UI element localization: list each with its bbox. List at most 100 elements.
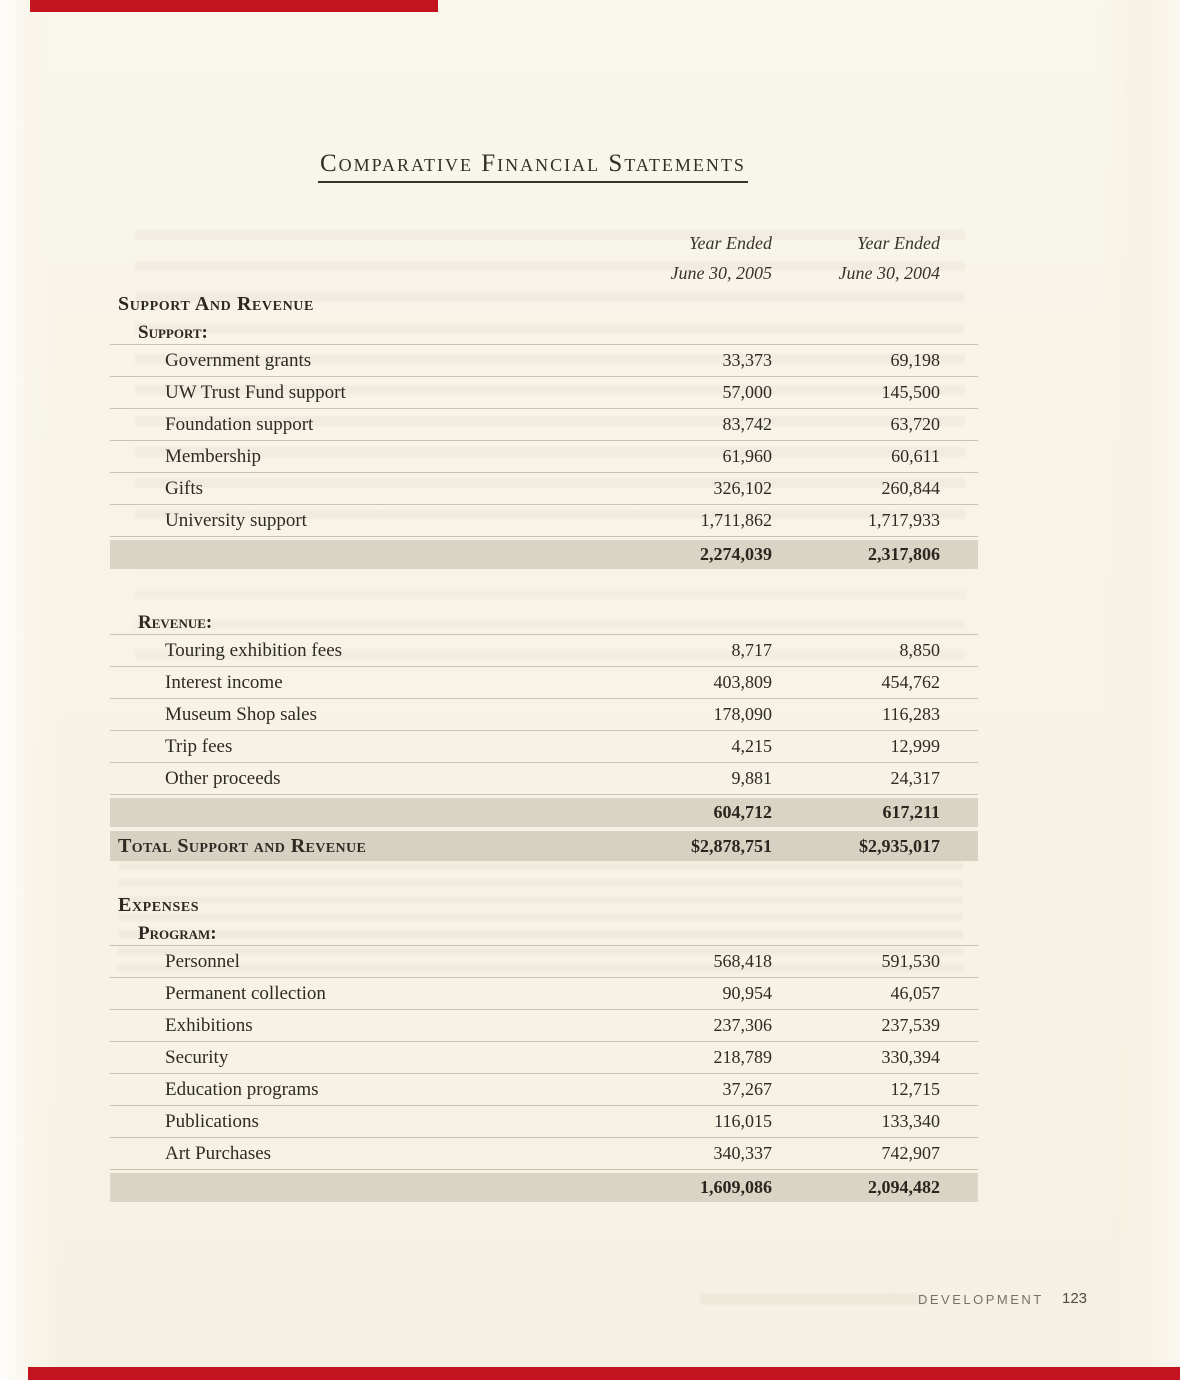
row-value-2004: 63,720 xyxy=(890,414,941,434)
table-row: Exhibitions 237,306 237,539 xyxy=(110,1010,978,1042)
row-value-2005: 90,954 xyxy=(722,983,773,1003)
subtotal-value-2004: 617,211 xyxy=(882,802,940,822)
table-section: Support And Revenue Support: Government gr… xyxy=(110,288,978,569)
column-header-2004: Year Ended June 30, 2004 xyxy=(772,228,940,288)
row-value-2005: 9,881 xyxy=(731,768,773,788)
row-value-2005: 8,717 xyxy=(731,640,773,660)
page-showthrough-footer xyxy=(700,1293,925,1305)
row-value-2005: 218,789 xyxy=(713,1047,773,1067)
table-row: Other proceeds 9,881 24,317 xyxy=(110,763,978,795)
row-value-2004: 591,530 xyxy=(881,951,941,971)
table-row: Trip fees 4,215 12,999 xyxy=(110,731,978,763)
row-label: Membership xyxy=(165,445,262,467)
row-label: Trip fees xyxy=(165,735,233,757)
row-value-2005: 33,373 xyxy=(722,350,773,370)
table-row: Education programs 37,267 12,715 xyxy=(110,1074,978,1106)
row-value-2005: 37,267 xyxy=(722,1079,773,1099)
row-value-2004: 260,844 xyxy=(881,478,941,498)
section-subheading: Revenue: xyxy=(138,611,213,633)
section-items: Touring exhibition fees 8,717 8,850 Interes… xyxy=(110,634,978,795)
row-value-2005: 83,742 xyxy=(722,414,773,434)
subtotal-value-2004: 2,094,482 xyxy=(868,1177,940,1197)
table-section: Expenses Program: Personnel 568,418 591,530 P… xyxy=(110,889,978,1202)
subtotal-row: 2,274,039 2,317,806 xyxy=(110,540,978,569)
subtotal-row: 1,609,086 2,094,482 xyxy=(110,1173,978,1202)
table-row: Membership 61,960 60,611 xyxy=(110,441,978,473)
row-value-2005: 57,000 xyxy=(722,382,773,402)
row-value-2004: 145,500 xyxy=(881,382,941,402)
total-value-2004: $2,935,017 xyxy=(859,835,940,856)
section-subheading: Support: xyxy=(138,321,208,343)
column-header-2005: Year Ended June 30, 2005 xyxy=(604,228,772,288)
row-value-2004: 8,850 xyxy=(899,640,941,660)
row-label: Other proceeds xyxy=(165,767,281,789)
row-value-2005: 237,306 xyxy=(713,1015,773,1035)
subtotal-value-2005: 604,712 xyxy=(713,802,773,822)
section-heading: Expenses xyxy=(118,894,200,916)
row-label: University support xyxy=(165,509,307,531)
row-value-2004: 330,394 xyxy=(881,1047,941,1067)
total-support-and-revenue-row: Total Support and Revenue $2,878,751 $2,93… xyxy=(110,831,978,861)
row-value-2005: 1,711,862 xyxy=(700,510,772,530)
table-row: Publications 116,015 133,340 xyxy=(110,1106,978,1138)
footer-page-number: 123 xyxy=(1062,1290,1088,1307)
total-label: Total Support and Revenue xyxy=(118,834,367,857)
row-value-2004: 133,340 xyxy=(881,1111,941,1131)
row-value-2004: 24,317 xyxy=(890,768,941,788)
table-row: Government grants 33,373 69,198 xyxy=(110,345,978,377)
table-row: Personnel 568,418 591,530 xyxy=(110,946,978,978)
column-header-2005-date: June 30, 2005 xyxy=(670,263,772,283)
table-row: Museum Shop sales 178,090 116,283 xyxy=(110,699,978,731)
row-label: Government grants xyxy=(165,349,312,371)
row-value-2004: 454,762 xyxy=(881,672,941,692)
table-row: Foundation support 83,742 63,720 xyxy=(110,409,978,441)
section-items: Government grants 33,373 69,198 UW Trust Fu… xyxy=(110,344,978,537)
table-section: Revenue: Touring exhibition fees 8,717 8,85… xyxy=(110,611,978,827)
row-value-2004: 116,283 xyxy=(882,704,940,724)
row-label: Exhibitions xyxy=(165,1014,253,1036)
row-label: Interest income xyxy=(165,671,283,693)
row-label: Gifts xyxy=(165,477,203,499)
row-value-2004: 1,717,933 xyxy=(868,510,940,530)
table-row: UW Trust Fund support 57,000 145,500 xyxy=(110,377,978,409)
row-value-2004: 742,907 xyxy=(881,1143,941,1163)
row-value-2005: 178,090 xyxy=(713,704,773,724)
row-label: Art Purchases xyxy=(165,1142,272,1164)
row-value-2005: 61,960 xyxy=(722,446,773,466)
page-title-container: Comparative Financial Statements xyxy=(318,150,748,183)
bottom-red-accent-bar xyxy=(28,1367,1180,1380)
row-label: Museum Shop sales xyxy=(165,703,317,725)
column-header-2004-year-ended: Year Ended xyxy=(857,233,940,253)
total-value-2005: $2,878,751 xyxy=(691,835,772,856)
table-row: Security 218,789 330,394 xyxy=(110,1042,978,1074)
subtotal-value-2005: 2,274,039 xyxy=(700,544,772,564)
table-row: Interest income 403,809 454,762 xyxy=(110,667,978,699)
row-label: Education programs xyxy=(165,1078,319,1100)
section-heading: Support And Revenue xyxy=(118,293,314,315)
subtotal-value-2004: 2,317,806 xyxy=(868,544,940,564)
section-items: Personnel 568,418 591,530 Permanent collect… xyxy=(110,945,978,1170)
row-value-2005: 116,015 xyxy=(714,1111,772,1131)
row-value-2004: 237,539 xyxy=(881,1015,941,1035)
top-red-accent-bar xyxy=(30,0,438,12)
page-title: Comparative Financial Statements xyxy=(318,150,748,183)
row-value-2004: 12,715 xyxy=(890,1079,941,1099)
row-value-2005: 568,418 xyxy=(713,951,773,971)
row-value-2005: 4,215 xyxy=(731,736,773,756)
row-value-2005: 403,809 xyxy=(713,672,773,692)
row-label: Publications xyxy=(165,1110,259,1132)
row-label: Foundation support xyxy=(165,413,314,435)
row-value-2004: 60,611 xyxy=(891,446,940,466)
row-value-2005: 340,337 xyxy=(713,1143,773,1163)
table-row: University support 1,711,862 1,717,933 xyxy=(110,505,978,537)
row-label: Touring exhibition fees xyxy=(165,639,343,661)
section-subheading: Program: xyxy=(138,922,217,944)
row-label: UW Trust Fund support xyxy=(165,381,346,403)
column-header-2004-date: June 30, 2004 xyxy=(838,263,940,283)
row-label: Permanent collection xyxy=(165,982,326,1004)
table-row: Touring exhibition fees 8,717 8,850 xyxy=(110,635,978,667)
row-label: Personnel xyxy=(165,950,240,972)
subtotal-row: 604,712 617,211 xyxy=(110,798,978,827)
row-value-2004: 12,999 xyxy=(890,736,941,756)
column-headers: Year Ended June 30, 2005 Year Ended June… xyxy=(110,228,978,288)
